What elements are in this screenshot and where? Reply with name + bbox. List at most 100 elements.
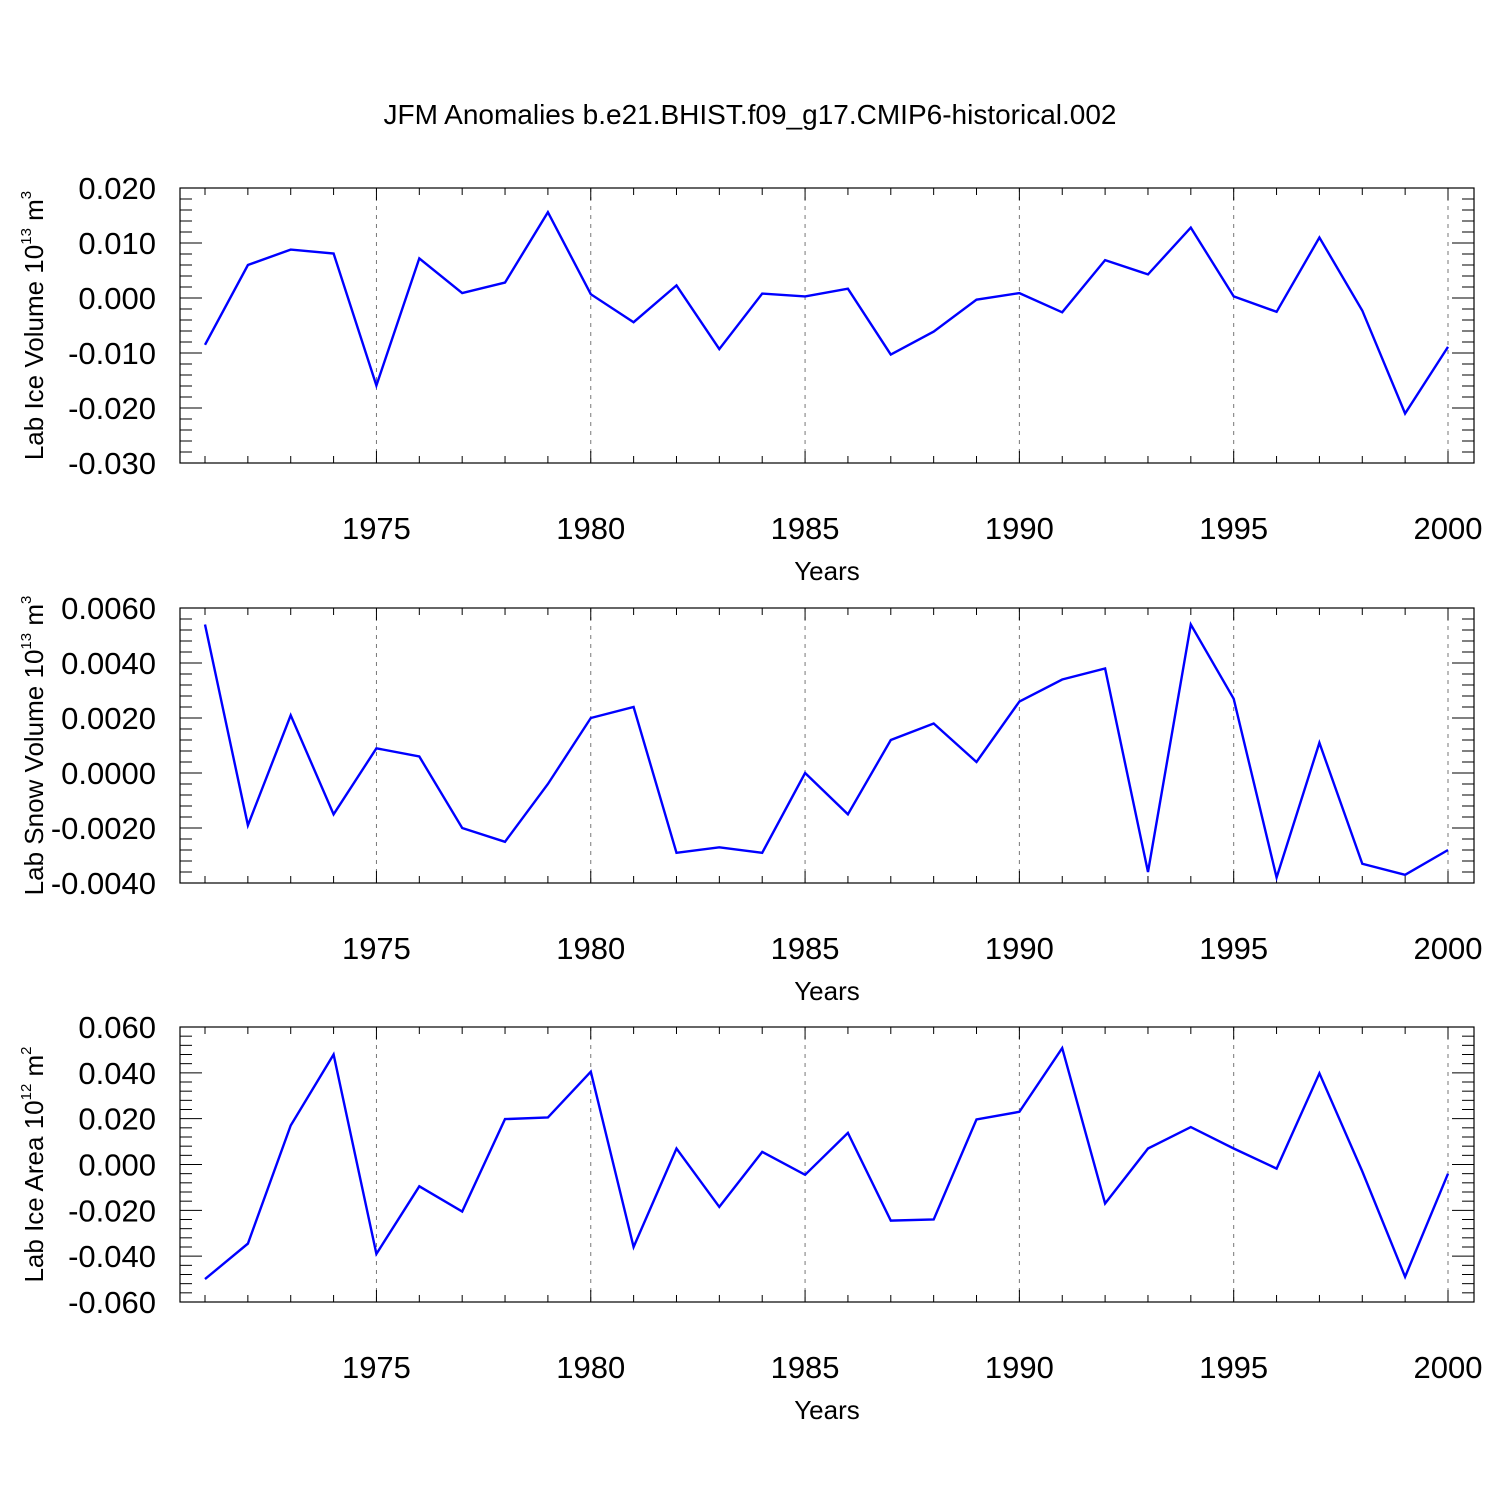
data-point	[1446, 345, 1450, 349]
x-tick-label: 1980	[556, 931, 625, 966]
y-axis-label-exponent: 12	[18, 1084, 35, 1101]
data-point	[1317, 741, 1321, 745]
data-point	[203, 1277, 207, 1281]
x-tick-label: 2000	[1414, 511, 1483, 546]
data-point	[1060, 1046, 1064, 1050]
data-point	[1060, 310, 1064, 314]
data-point	[889, 1219, 893, 1223]
data-point	[975, 298, 979, 302]
data-point	[1103, 1201, 1107, 1205]
data-point	[803, 294, 807, 298]
data-point	[374, 1252, 378, 1256]
x-axis-label: Years	[794, 1395, 860, 1425]
data-point	[503, 281, 507, 285]
data-point	[1103, 258, 1107, 262]
y-axis-label-main: Lab Ice Area 10	[19, 1100, 49, 1282]
x-tick-label: 1980	[556, 1350, 625, 1385]
data-point	[975, 1117, 979, 1121]
data-point	[1189, 1125, 1193, 1129]
y-tick-label: 0.010	[78, 226, 156, 261]
data-point	[332, 1053, 336, 1057]
data-point	[1275, 876, 1279, 880]
data-point	[589, 716, 593, 720]
y-tick-label: -0.030	[68, 446, 156, 481]
panel-ice-volume: 0.020 0.010 0.000 -0.010 -0.020 -0.030 1975 198…	[18, 171, 1482, 586]
data-point	[1060, 678, 1064, 682]
y-tick-label: 0.000	[78, 1148, 156, 1183]
y-axis-label-unit: m	[19, 199, 49, 228]
y-axis-label: Lab Ice Volume 1013 m3	[18, 191, 49, 460]
data-point	[589, 1070, 593, 1074]
data-point	[374, 383, 378, 387]
series-line-snow-volume	[203, 621, 1449, 882]
data-point	[674, 1146, 678, 1150]
x-tick-label: 1980	[556, 511, 625, 546]
data-point	[1446, 848, 1450, 852]
data-point	[1103, 667, 1107, 671]
y-tick-label: 0.0060	[61, 591, 156, 626]
data-point	[632, 705, 636, 709]
data-point	[546, 782, 550, 786]
data-point	[1189, 226, 1193, 230]
data-point	[460, 1209, 464, 1213]
y-axis-label-exponent: 13	[18, 633, 35, 650]
x-tick-label: 1975	[342, 931, 411, 966]
y-tick-label: 0.020	[78, 171, 156, 206]
y-axis-label: Lab Snow Volume 1013 m3	[18, 596, 49, 896]
y-axis-label-unit-exponent: 3	[18, 596, 35, 604]
x-tick-label: 1995	[1199, 511, 1268, 546]
data-point	[846, 287, 850, 291]
data-point	[503, 1117, 507, 1121]
data-point	[417, 755, 421, 759]
data-point	[1275, 310, 1279, 314]
data-point	[546, 1116, 550, 1120]
data-point	[1317, 1071, 1321, 1075]
data-point	[1017, 291, 1021, 295]
data-point	[932, 722, 936, 726]
y-tick-label: -0.0040	[51, 866, 156, 901]
x-tick-label: 1990	[985, 1350, 1054, 1385]
data-point	[1017, 700, 1021, 704]
data-point	[803, 1173, 807, 1177]
x-tick-label: 2000	[1414, 1350, 1483, 1385]
data-point	[1232, 697, 1236, 701]
data-point	[1017, 1110, 1021, 1114]
y-tick-label: -0.010	[68, 336, 156, 371]
data-point	[289, 1124, 293, 1128]
series-line-ice-area	[204, 1045, 1450, 1281]
y-tick-label: -0.020	[68, 391, 156, 426]
data-point	[1446, 1172, 1450, 1176]
x-tick-label: 1975	[342, 511, 411, 546]
data-point	[1360, 1169, 1364, 1173]
data-point	[589, 292, 593, 296]
y-axis-label-unit-exponent: 3	[18, 191, 35, 199]
figure-title: JFM Anomalies b.e21.BHIST.f09_g17.CMIP6-…	[383, 99, 1116, 130]
y-axis-label-unit: m	[19, 1055, 49, 1084]
data-point	[803, 771, 807, 775]
x-axis-label: Years	[794, 556, 860, 586]
y-tick-label: 0.040	[78, 1056, 156, 1091]
y-axis-label: Lab Ice Area 1012 m2	[18, 1046, 49, 1282]
data-point	[1146, 1146, 1150, 1150]
data-point	[374, 746, 378, 750]
data-point	[1146, 870, 1150, 874]
x-tick-label: 1990	[985, 931, 1054, 966]
y-tick-label: 0.000	[78, 281, 156, 316]
data-point	[1189, 623, 1193, 627]
x-tick-label: 1985	[771, 1350, 840, 1385]
y-axis-label-exponent: 13	[18, 228, 35, 245]
plot-frame	[179, 607, 1475, 884]
y-axis-label-unit-exponent: 2	[18, 1046, 35, 1054]
data-point	[760, 1150, 764, 1154]
y-tick-label: 0.020	[78, 1102, 156, 1137]
data-point	[1360, 862, 1364, 866]
data-point	[1317, 236, 1321, 240]
y-tick-label: 0.0000	[61, 756, 156, 791]
data-point	[717, 845, 721, 849]
data-point	[289, 248, 293, 252]
x-tick-label: 1995	[1199, 1350, 1268, 1385]
data-point	[760, 851, 764, 855]
y-axis-label-main: Lab Ice Volume 10	[19, 245, 49, 460]
y-tick-label: 0.060	[78, 1010, 156, 1045]
x-tick-label: 1985	[771, 511, 840, 546]
